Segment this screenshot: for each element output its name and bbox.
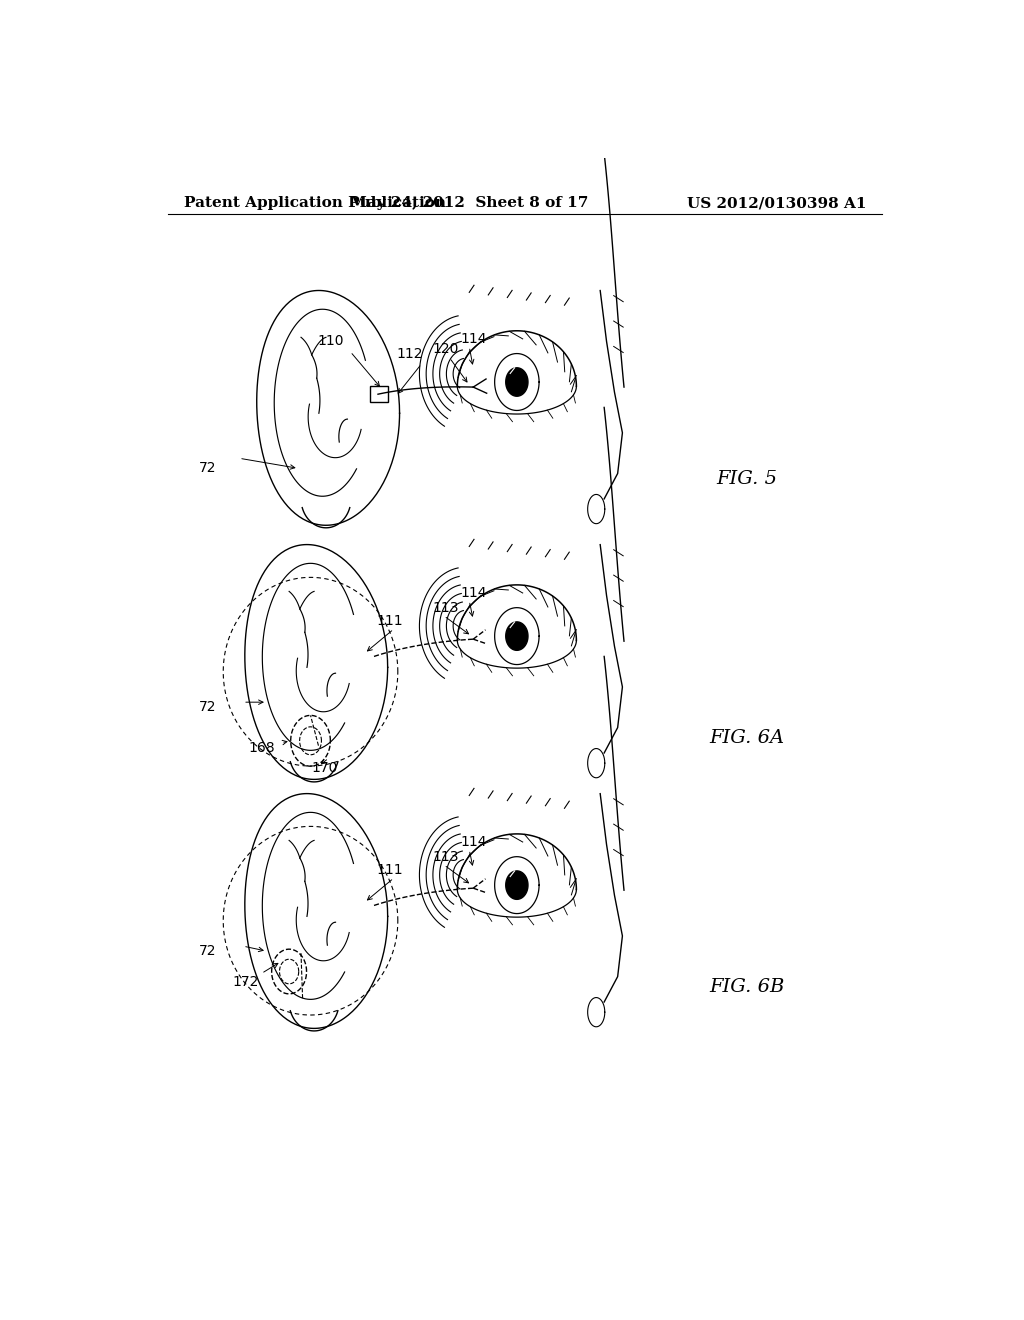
Text: 114: 114	[460, 836, 486, 850]
Text: 111: 111	[377, 863, 403, 876]
Text: FIG. 6A: FIG. 6A	[710, 729, 784, 747]
Text: 113: 113	[432, 850, 459, 863]
Text: 114: 114	[460, 586, 486, 601]
Text: 112: 112	[396, 347, 423, 360]
Text: 110: 110	[317, 334, 344, 348]
Text: 120: 120	[432, 342, 459, 356]
Text: 113: 113	[432, 601, 459, 615]
Text: 170: 170	[311, 762, 338, 775]
Text: FIG. 6B: FIG. 6B	[710, 978, 784, 995]
Text: May 24, 2012  Sheet 8 of 17: May 24, 2012 Sheet 8 of 17	[350, 197, 589, 210]
Text: 111: 111	[377, 614, 403, 628]
Polygon shape	[506, 871, 528, 899]
Text: 72: 72	[199, 700, 216, 714]
Text: 72: 72	[199, 462, 216, 475]
Text: FIG. 5: FIG. 5	[717, 470, 777, 487]
Text: 114: 114	[460, 333, 486, 346]
Text: 172: 172	[232, 974, 259, 989]
Text: US 2012/0130398 A1: US 2012/0130398 A1	[686, 197, 866, 210]
Polygon shape	[506, 368, 528, 396]
Text: 72: 72	[199, 944, 216, 958]
Text: 168: 168	[248, 741, 274, 755]
Text: Patent Application Publication: Patent Application Publication	[183, 197, 445, 210]
Polygon shape	[506, 622, 528, 651]
